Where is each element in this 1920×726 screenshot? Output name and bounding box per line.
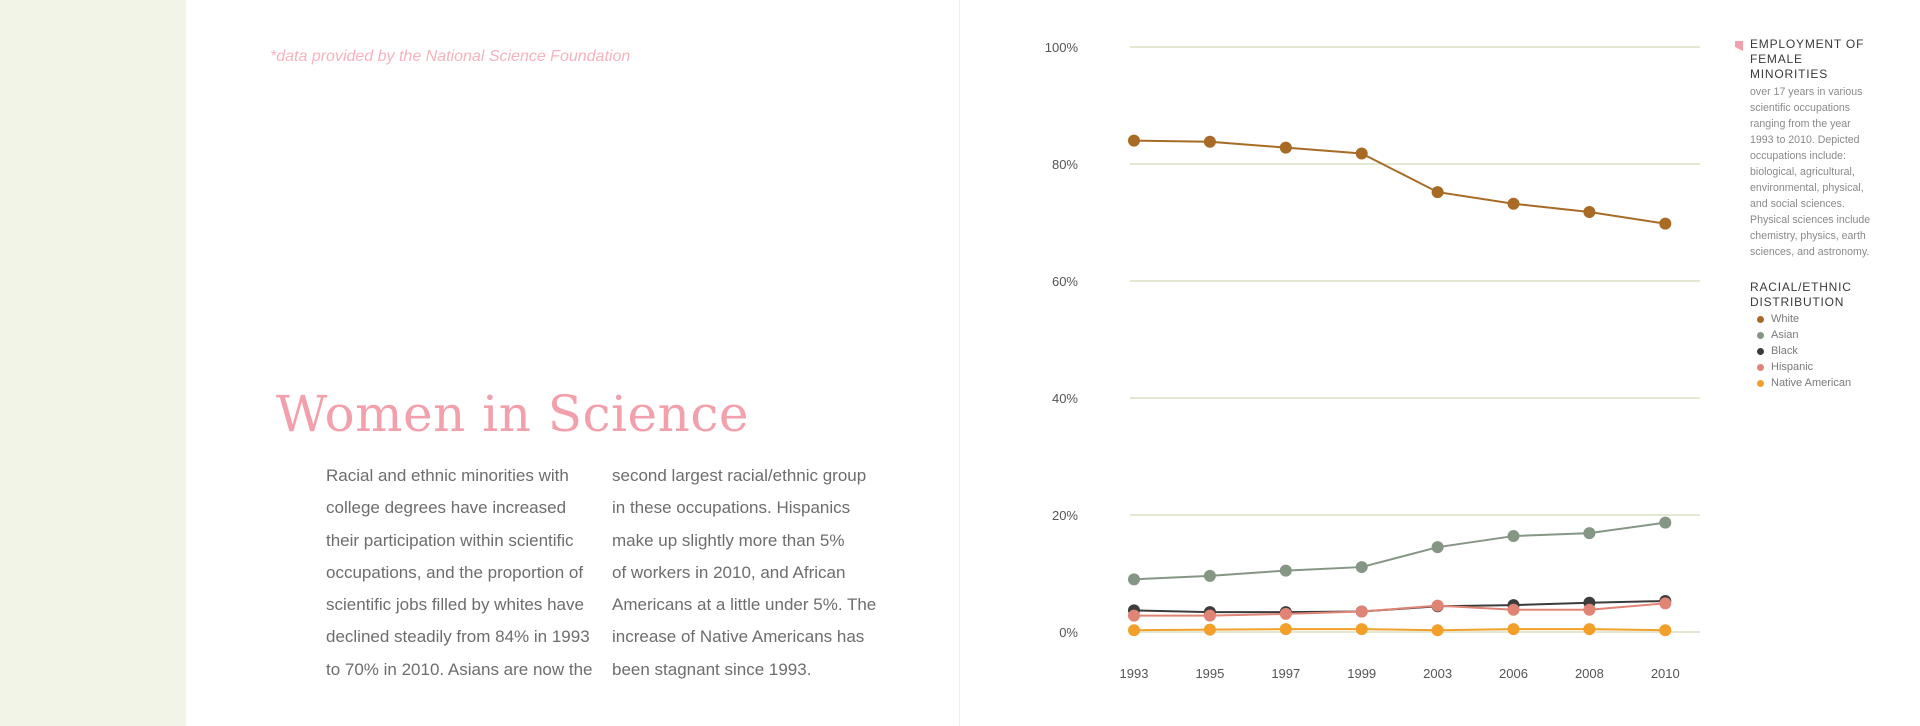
data-point-hispanic (1279, 607, 1292, 620)
body-text-column-1: Racial and ethnic minorities with colleg… (326, 466, 593, 679)
data-point-white (1128, 134, 1140, 147)
x-tick-label: 2010 (1651, 666, 1680, 681)
legend-panel: EMPLOYMENT OF FEMALE MINORITIES over 17 … (1735, 37, 1876, 260)
data-point-asian (1355, 561, 1368, 574)
y-tick-label: 0% (1059, 625, 1078, 640)
data-point-native-american (1583, 623, 1596, 636)
data-point-asian (1507, 530, 1520, 543)
data-point-white (1431, 186, 1444, 199)
data-point-asian (1203, 569, 1216, 582)
legend-swatch-icon (1757, 379, 1764, 387)
legend-item-black: Black (1757, 343, 1851, 359)
data-point-native-american (1203, 623, 1216, 636)
x-tick-label: 1999 (1347, 666, 1376, 681)
series-line-native-american (1133, 628, 1666, 632)
data-point-white (1507, 197, 1520, 210)
legend-label: Hispanic (1771, 361, 1814, 373)
data-point-native-american (1355, 623, 1368, 636)
legend-flag-icon (1735, 41, 1743, 51)
legend-item-native-american: Native American (1757, 375, 1851, 391)
legend-item-white: White (1757, 311, 1851, 327)
legend-label: White (1771, 313, 1800, 325)
line-chart: 0% 20% 40% 60% 80% 100% 1993 1995 1997 1999 2003 20… (1045, 40, 1700, 681)
x-tick-label: 1995 (1195, 666, 1224, 681)
y-tick-label: 100% (1045, 40, 1079, 55)
data-point-hispanic (1659, 597, 1672, 610)
data-point-hispanic (1583, 603, 1596, 616)
data-point-native-american (1279, 623, 1292, 636)
legend-swatch-icon (1757, 315, 1764, 323)
data-point-white (1279, 141, 1292, 154)
legend-heading: EMPLOYMENT OF FEMALE MINORITIES (1750, 37, 1865, 81)
y-tick-label: 80% (1052, 157, 1078, 172)
x-tick-label: 2006 (1499, 666, 1528, 681)
page-divider (959, 0, 960, 726)
legend-label: Asian (1771, 329, 1799, 341)
legend-label: Black (1771, 345, 1798, 357)
data-point-asian (1431, 541, 1444, 554)
distribution-heading: RACIAL/ETHNIC DISTRIBUTION (1750, 280, 1852, 309)
series-legend: White Asian Black Hispanic Native American (1757, 311, 1851, 391)
series-line-white (1133, 139, 1666, 225)
legend-description: over 17 years in various scientific occu… (1750, 86, 1871, 258)
x-tick-label: 2008 (1575, 666, 1604, 681)
source-note: *data provided by the National Science F… (270, 48, 631, 65)
legend-item-hispanic: Hispanic (1757, 359, 1851, 375)
y-tick-label: 20% (1052, 508, 1078, 523)
legend-item-asian: Asian (1757, 327, 1851, 343)
data-point-native-american (1659, 624, 1672, 637)
data-point-native-american (1128, 624, 1140, 637)
data-point-native-american (1431, 624, 1444, 637)
data-point-white (1583, 205, 1596, 218)
data-point-hispanic (1507, 603, 1520, 616)
data-point-hispanic (1128, 609, 1140, 622)
y-tick-label: 60% (1052, 274, 1078, 289)
data-point-asian (1583, 527, 1596, 540)
series-line-hispanic (1134, 602, 1666, 617)
data-point-hispanic (1355, 605, 1368, 618)
legend-label: Native American (1771, 377, 1852, 389)
data-point-white (1203, 135, 1216, 148)
page-title: Women in Science (276, 385, 749, 443)
legend-swatch-icon (1757, 347, 1764, 355)
x-tick-label: 1993 (1120, 666, 1149, 681)
left-margin-strip (0, 0, 186, 726)
series-line-asian (1133, 521, 1666, 581)
data-point-hispanic (1431, 599, 1444, 612)
x-tick-label: 2003 (1423, 666, 1452, 681)
data-point-native-american (1507, 623, 1520, 636)
y-tick-label: 40% (1052, 391, 1078, 406)
data-point-white (1355, 147, 1368, 160)
data-point-asian (1279, 564, 1292, 577)
data-point-hispanic (1203, 609, 1216, 622)
x-tick-label: 1997 (1271, 666, 1300, 681)
legend-swatch-icon (1757, 331, 1764, 339)
legend-swatch-icon (1757, 363, 1764, 371)
data-point-asian (1659, 516, 1672, 529)
data-point-asian (1128, 573, 1140, 586)
body-text-column-2: second largest racial/ethnic group in th… (612, 466, 877, 679)
data-point-white (1659, 217, 1672, 230)
